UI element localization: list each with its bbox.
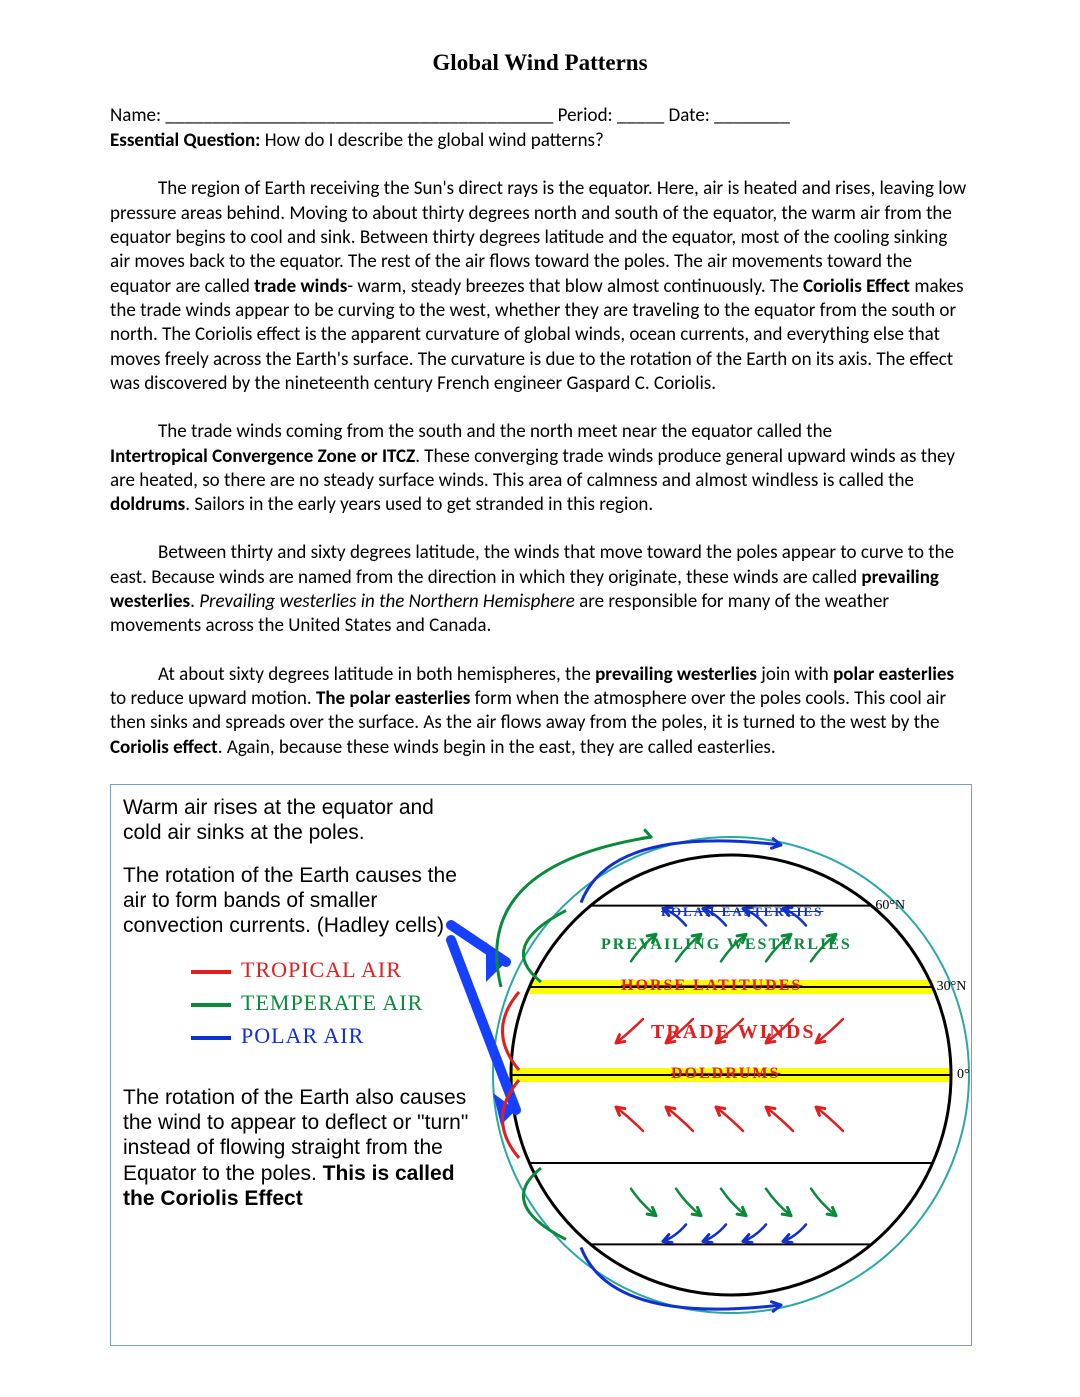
name-blank: ________________________________________… <box>161 104 558 127</box>
date-blank: ________ <box>710 104 790 127</box>
p4-b2: polar easterlies <box>833 663 954 686</box>
p1-t2: - warm, steady breezes that blow almost … <box>347 275 803 298</box>
eq-label: Essential Question: <box>110 129 260 152</box>
p2-b1: Intertropical Convergence Zone or ITCZ <box>110 445 415 468</box>
wind-diagram: Warm air rises at the equator and cold a… <box>110 784 972 1346</box>
globe-label-doldrums: DOLDRUMS <box>671 1065 780 1083</box>
p4-b4: Coriolis effect <box>110 736 218 759</box>
globe-label-prevailing-westerlies: PREVAILING WESTERLIES <box>601 936 852 954</box>
header-line: Name: __________________________________… <box>110 104 970 129</box>
p4-t1: At about sixty degrees latitude in both … <box>158 663 595 686</box>
globe-label-trade-winds: TRADE WINDS <box>651 1021 815 1044</box>
lat-equator: 0° <box>957 1067 970 1083</box>
p3-t1: Between thirty and sixty degrees latitud… <box>110 541 954 588</box>
lat-30n: 30°N <box>937 979 967 995</box>
essential-question: Essential Question: How do I describe th… <box>110 129 970 154</box>
eq-text: How do I describe the global wind patter… <box>260 129 603 152</box>
paragraph-4: At about sixty degrees latitude in both … <box>110 663 970 760</box>
page-title: Global Wind Patterns <box>110 50 970 76</box>
p1-b1: trade winds <box>254 275 347 298</box>
p2-b2: doldrums <box>110 493 185 516</box>
p4-t5: . Again, because these winds begin in th… <box>218 736 776 759</box>
name-label: Name: <box>110 104 161 127</box>
paragraph-1: The region of Earth receiving the Sun's … <box>110 177 970 396</box>
globe-svg <box>111 785 971 1345</box>
period-label: Period: <box>558 104 613 127</box>
lat-60n: 60°N <box>875 898 905 914</box>
date-label: Date: <box>669 104 710 127</box>
period-blank: _____ <box>613 104 669 127</box>
p3-i1: Prevailing westerlies in the Northern He… <box>199 590 575 613</box>
globe-label-horse-latitudes: HORSE LATITUDES <box>621 977 802 995</box>
p4-t2: join with <box>757 663 833 686</box>
globe-label-polar-easterlies: POLAR EASTERLIES <box>661 904 823 920</box>
p2-t3: . Sailors in the early years used to get… <box>185 493 653 516</box>
paragraph-3: Between thirty and sixty degrees latitud… <box>110 541 970 638</box>
p2-t1: The trade winds coming from the south an… <box>158 420 832 443</box>
p4-t3: to reduce upward motion. <box>110 687 316 710</box>
p4-b1: prevailing westerlies <box>595 663 757 686</box>
p1-b2: Coriolis Effect <box>803 275 910 298</box>
p4-b3: The polar easterlies <box>316 687 470 710</box>
p3-t2: . <box>190 590 199 613</box>
paragraph-2: The trade winds coming from the south an… <box>110 420 970 517</box>
